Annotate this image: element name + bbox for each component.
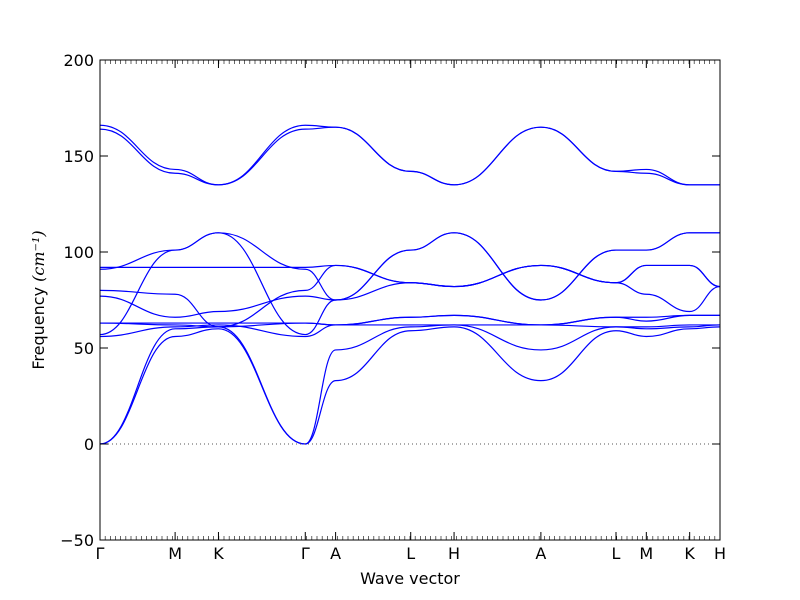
x-tick-label: A <box>330 544 341 563</box>
band-line-2 <box>99 324 721 445</box>
x-tick-label: Γ <box>301 544 310 563</box>
y-tick-label: −50 <box>60 531 94 550</box>
y-axis-label-text: Frequency <box>29 282 48 370</box>
band-line-4 <box>99 232 720 336</box>
y-tick-label: 200 <box>63 51 94 70</box>
x-tick-label: K <box>684 544 695 563</box>
band-line-7 <box>99 264 721 318</box>
y-axis-label-unit: (cm⁻¹) <box>29 230 48 281</box>
x-tick-label: L <box>406 544 415 563</box>
y-axis-label: Frequency (cm⁻¹) <box>29 230 48 369</box>
x-tick-label: A <box>535 544 546 563</box>
band-line-3 <box>99 324 720 338</box>
y-tick-label: 50 <box>74 339 94 358</box>
x-tick-label: K <box>213 544 224 563</box>
x-tick-label: Γ <box>96 544 105 563</box>
y-tick-label: 0 <box>84 435 94 454</box>
phonon-curves <box>99 124 721 445</box>
band-line-9 <box>100 264 721 288</box>
band-line-12 <box>99 124 720 186</box>
x-tick-label: L <box>612 544 621 563</box>
band-line-1 <box>99 326 721 445</box>
x-tick-label: H <box>714 544 726 563</box>
x-tick-label: M <box>168 544 182 563</box>
y-tick-label: 150 <box>63 147 94 166</box>
y-axis-ticks: −50 0 50 100 150 200 <box>60 51 720 550</box>
y-tick-label: 100 <box>63 243 94 262</box>
plot-frame <box>99 59 721 541</box>
band-line-6 <box>100 314 720 326</box>
band-line-11 <box>99 126 720 186</box>
x-axis-label: Wave vector <box>360 569 460 588</box>
band-line-10 <box>99 232 720 301</box>
x-tick-label: M <box>639 544 653 563</box>
x-tick-label: H <box>448 544 460 563</box>
